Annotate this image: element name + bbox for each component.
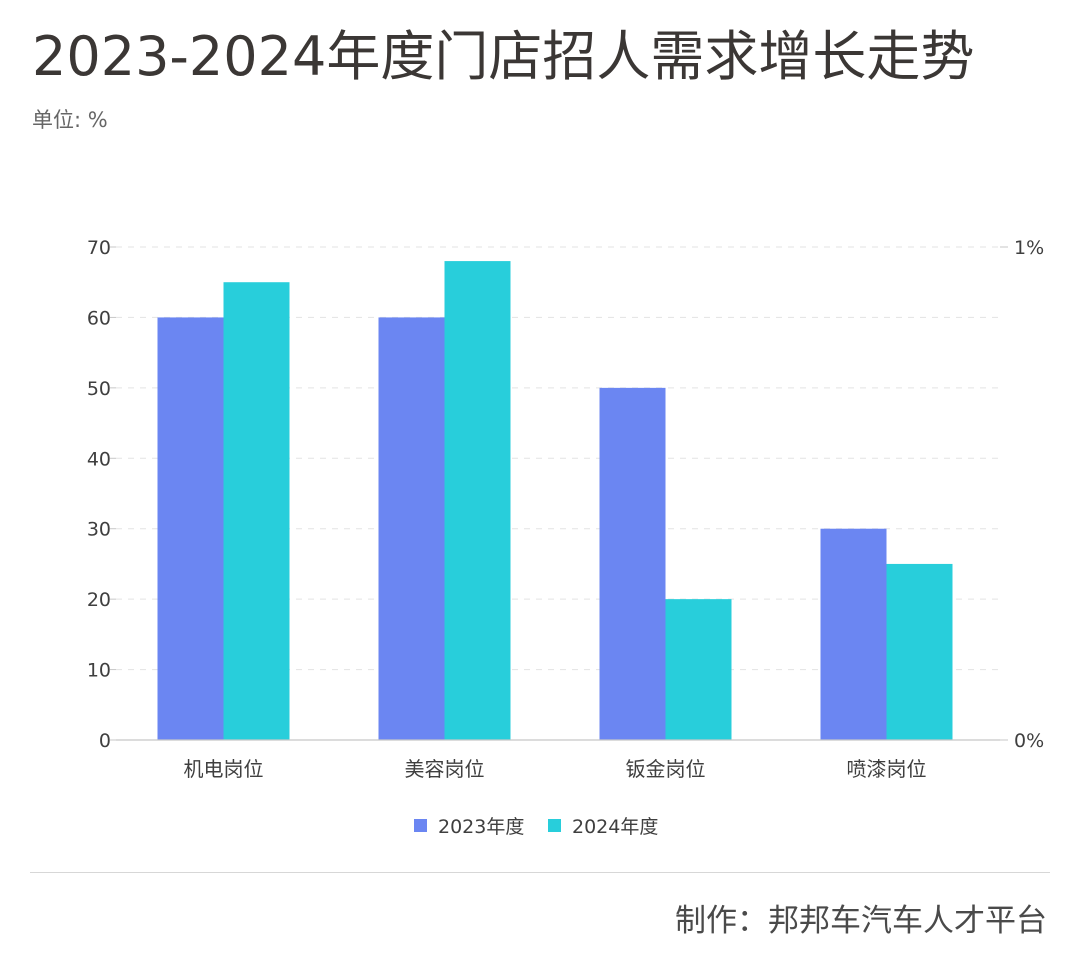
bar-2023-1 — [378, 317, 445, 740]
footer-divider — [30, 872, 1050, 873]
bar-2023-3 — [820, 528, 887, 740]
x-tick-label: 机电岗位 — [184, 757, 264, 781]
y-tick-label: 60 — [87, 307, 111, 329]
legend-label-2024[interactable]: 2024年度 — [572, 816, 658, 838]
y-tick-label: 70 — [87, 237, 111, 259]
y-tick-label: 30 — [87, 519, 111, 541]
bar-2023-2 — [599, 387, 666, 740]
page-title: 2023-2024年度门店招人需求增长走势 — [32, 25, 975, 88]
y-tick-label: 0 — [99, 730, 111, 752]
legend[interactable]: 2023年度 2024年度 — [414, 816, 658, 838]
legend-swatch-2023[interactable] — [414, 819, 427, 832]
bar-2023-0 — [157, 317, 224, 740]
bar-2024-3 — [886, 563, 953, 740]
y-tick-label: 40 — [87, 448, 111, 470]
bar-2024-1 — [444, 261, 511, 740]
bar-2024-2 — [665, 599, 732, 740]
bar-series — [157, 261, 953, 740]
credit-text: 制作：邦邦车汽车人才平台 — [675, 903, 1047, 939]
y-tick-label: 10 — [87, 660, 111, 682]
right-axis-label: 1% — [1014, 237, 1044, 259]
y-tick-label: 50 — [87, 378, 111, 400]
unit-label: 单位: % — [32, 108, 108, 132]
x-tick-label: 钣金岗位 — [626, 757, 706, 781]
bar-2024-0 — [223, 282, 290, 740]
x-tick-label: 喷漆岗位 — [847, 757, 927, 781]
axes: 0 10 20 30 40 50 60 70 0% 1% 机电岗位 美容岗位 钣金岗位 喷漆岗位 — [87, 237, 1044, 781]
legend-label-2023[interactable]: 2023年度 — [438, 816, 524, 838]
right-axis-label: 0% — [1014, 730, 1044, 752]
x-tick-label: 美容岗位 — [405, 757, 485, 781]
y-tick-label: 20 — [87, 589, 111, 611]
legend-swatch-2024[interactable] — [548, 819, 561, 832]
